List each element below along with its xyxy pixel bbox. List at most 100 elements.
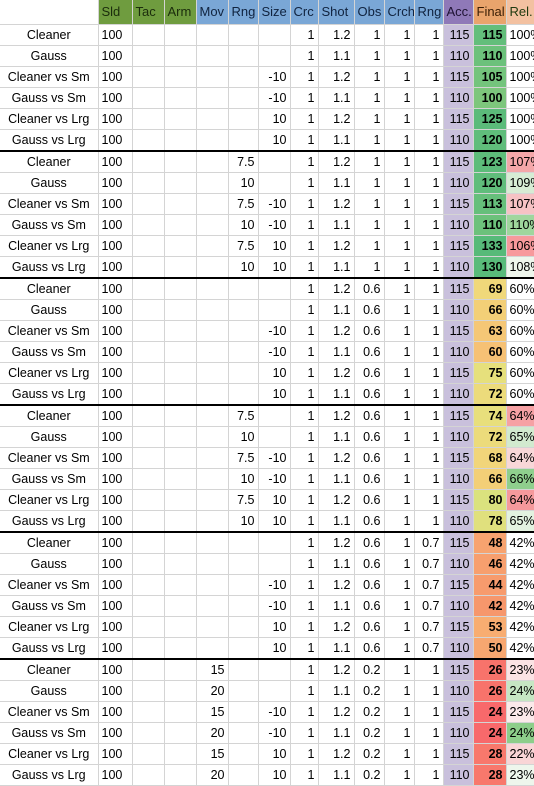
cell-arm[interactable] xyxy=(164,87,197,109)
cell-name[interactable]: Cleaner xyxy=(0,149,99,173)
cell-mov[interactable] xyxy=(196,510,229,532)
cell-rng2[interactable]: 1 xyxy=(414,680,444,702)
cell-arm[interactable] xyxy=(164,573,197,596)
cell-size[interactable]: 10 xyxy=(258,129,291,151)
cell-crch[interactable]: 1 xyxy=(384,403,415,427)
cell-rng[interactable] xyxy=(228,361,259,384)
header-rng2[interactable]: Rng xyxy=(414,0,444,25)
cell-acc[interactable]: 115 xyxy=(443,24,474,46)
cell-rel[interactable]: 42% xyxy=(506,530,534,554)
cell-obs[interactable]: 0.6 xyxy=(354,510,385,532)
cell-rng2[interactable]: 0.7 xyxy=(414,553,444,575)
cell-sld[interactable]: 100 xyxy=(98,722,133,744)
cell-mov[interactable] xyxy=(196,361,229,384)
cell-arm[interactable] xyxy=(164,319,197,342)
table-row[interactable]: Cleaner 100 1 1.2 0.6 1 0.7 115 48 42% xyxy=(0,530,534,554)
cell-sld[interactable]: 100 xyxy=(98,615,133,638)
cell-crc[interactable]: 1 xyxy=(290,657,319,681)
cell-obs[interactable]: 0.2 xyxy=(354,764,385,786)
cell-crc[interactable]: 1 xyxy=(290,256,319,278)
cell-crch[interactable]: 1 xyxy=(384,446,415,469)
cell-acc[interactable]: 115 xyxy=(443,700,474,723)
cell-rng2[interactable]: 1 xyxy=(414,87,444,109)
cell-arm[interactable] xyxy=(164,256,197,278)
cell-rng2[interactable]: 0.7 xyxy=(414,637,444,659)
header-rng[interactable]: Rng xyxy=(228,0,259,25)
cell-final[interactable]: 26 xyxy=(473,680,507,702)
cell-rng[interactable] xyxy=(228,700,259,723)
cell-rel[interactable]: 60% xyxy=(506,361,534,384)
cell-mov[interactable]: 15 xyxy=(196,700,229,723)
cell-rng2[interactable]: 1 xyxy=(414,764,444,786)
cell-final[interactable]: 24 xyxy=(473,700,507,723)
cell-acc[interactable]: 115 xyxy=(443,319,474,342)
cell-rel[interactable]: 64% xyxy=(506,446,534,469)
cell-final[interactable]: 44 xyxy=(473,573,507,596)
cell-crch[interactable]: 1 xyxy=(384,573,415,596)
cell-shot[interactable]: 1.2 xyxy=(318,149,355,173)
header-obs[interactable]: Obs xyxy=(354,0,385,25)
cell-arm[interactable] xyxy=(164,65,197,88)
cell-rel[interactable]: 66% xyxy=(506,468,534,490)
cell-acc[interactable]: 110 xyxy=(443,299,474,321)
cell-arm[interactable] xyxy=(164,722,197,744)
cell-arm[interactable] xyxy=(164,446,197,469)
cell-shot[interactable]: 1.1 xyxy=(318,45,355,67)
cell-rng2[interactable]: 0.7 xyxy=(414,595,444,617)
cell-tac[interactable] xyxy=(132,256,165,278)
cell-crch[interactable]: 1 xyxy=(384,214,415,236)
cell-name[interactable]: Cleaner vs Lrg xyxy=(0,615,99,638)
cell-mov[interactable] xyxy=(196,172,229,194)
header-shot[interactable]: Shot xyxy=(318,0,355,25)
cell-sld[interactable]: 100 xyxy=(98,299,133,321)
cell-obs[interactable]: 0.6 xyxy=(354,383,385,405)
cell-crc[interactable]: 1 xyxy=(290,107,319,130)
cell-tac[interactable] xyxy=(132,361,165,384)
cell-crch[interactable]: 1 xyxy=(384,553,415,575)
cell-arm[interactable] xyxy=(164,742,197,765)
cell-crch[interactable]: 1 xyxy=(384,700,415,723)
cell-name[interactable]: Gauss xyxy=(0,553,99,575)
cell-tac[interactable] xyxy=(132,510,165,532)
cell-shot[interactable]: 1.1 xyxy=(318,299,355,321)
cell-name[interactable]: Cleaner xyxy=(0,530,99,554)
table-row[interactable]: Cleaner 100 7.5 1 1.2 0.6 1 1 115 74 64% xyxy=(0,403,534,427)
cell-acc[interactable]: 115 xyxy=(443,361,474,384)
cell-rng[interactable]: 10 xyxy=(228,256,259,278)
cell-size[interactable]: -10 xyxy=(258,700,291,723)
cell-mov[interactable] xyxy=(196,426,229,448)
cell-final[interactable]: 48 xyxy=(473,530,507,554)
cell-obs[interactable]: 1 xyxy=(354,45,385,67)
header-acc[interactable]: Acc. xyxy=(443,0,474,25)
cell-size[interactable]: 10 xyxy=(258,488,291,511)
cell-crch[interactable]: 1 xyxy=(384,764,415,786)
cell-shot[interactable]: 1.1 xyxy=(318,468,355,490)
cell-rel[interactable]: 23% xyxy=(506,700,534,723)
cell-name[interactable]: Gauss vs Sm xyxy=(0,87,99,109)
cell-mov[interactable] xyxy=(196,149,229,173)
cell-crch[interactable]: 1 xyxy=(384,742,415,765)
cell-final[interactable]: 66 xyxy=(473,468,507,490)
header-crc[interactable]: Crc xyxy=(290,0,319,25)
cell-shot[interactable]: 1.2 xyxy=(318,24,355,46)
cell-crch[interactable]: 1 xyxy=(384,595,415,617)
cell-sld[interactable]: 100 xyxy=(98,192,133,215)
cell-mov[interactable]: 20 xyxy=(196,722,229,744)
cell-rng2[interactable]: 1 xyxy=(414,488,444,511)
cell-tac[interactable] xyxy=(132,129,165,151)
cell-shot[interactable]: 1.2 xyxy=(318,573,355,596)
cell-crch[interactable]: 1 xyxy=(384,107,415,130)
cell-size[interactable]: -10 xyxy=(258,595,291,617)
cell-crch[interactable]: 1 xyxy=(384,299,415,321)
cell-sld[interactable]: 100 xyxy=(98,341,133,363)
cell-name[interactable]: Gauss vs Lrg xyxy=(0,383,99,405)
cell-rng2[interactable]: 1 xyxy=(414,256,444,278)
cell-obs[interactable]: 1 xyxy=(354,107,385,130)
cell-rel[interactable]: 65% xyxy=(506,510,534,532)
cell-size[interactable]: -10 xyxy=(258,573,291,596)
cell-rng2[interactable]: 1 xyxy=(414,45,444,67)
